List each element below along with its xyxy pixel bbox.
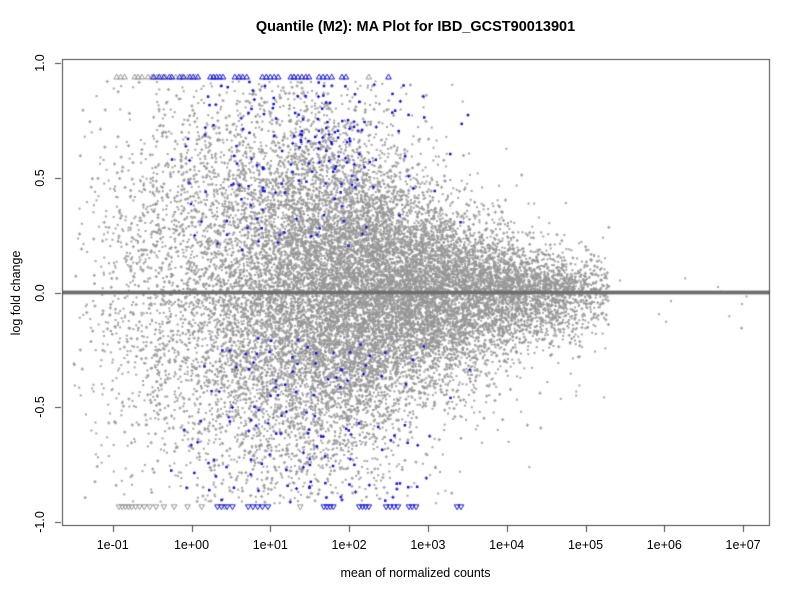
x-tick-label: 1e+00 — [173, 538, 210, 552]
y-tick-label: -1.0 — [33, 511, 47, 533]
y-tick-label: 0.5 — [33, 169, 47, 187]
x-tick-label: 1e+01 — [252, 538, 288, 552]
y-tick-label: 1.0 — [33, 54, 47, 72]
x-tick-label: 1e-01 — [96, 538, 129, 552]
y-axis-label: log fold change — [9, 250, 23, 336]
x-axis-label: mean of normalized counts — [340, 566, 491, 580]
chart-title: Quantile (M2): MA Plot for IBD_GCST90013… — [255, 19, 576, 35]
x-tick-label: 1e+02 — [331, 538, 367, 552]
x-tick-label: 1e+03 — [410, 538, 446, 552]
x-tick-label: 1e+07 — [725, 538, 761, 552]
x-tick-label: 1e+06 — [646, 538, 682, 552]
x-tick-label: 1e+04 — [489, 538, 525, 552]
y-tick-label: -0.5 — [33, 396, 47, 419]
y-tick-label: 0.0 — [33, 283, 47, 302]
x-tick-label: 1e+05 — [567, 538, 604, 552]
